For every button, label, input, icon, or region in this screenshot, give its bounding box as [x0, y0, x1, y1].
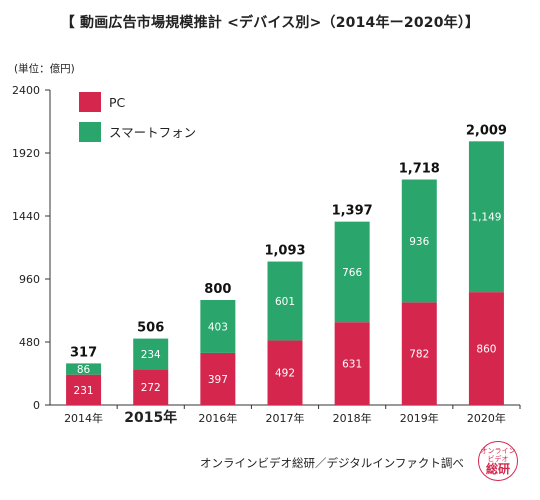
bar-value-label: 403: [208, 321, 228, 333]
source-note: オンラインビデオ総研／デジタルインファクト調べ: [200, 456, 464, 470]
bar-segment: [267, 261, 303, 341]
x-tick-label: 2020年: [467, 411, 506, 425]
brand-stamp-logo: オンライン ビデオ 総研: [478, 441, 518, 481]
bar-segment: [334, 322, 370, 405]
y-tick-label: 1920: [12, 147, 40, 160]
legend-label: PC: [109, 95, 126, 110]
bar-total-label: 506: [137, 321, 164, 336]
bar-total-label: 1,397: [332, 204, 373, 219]
x-tick-label: 2015年: [124, 409, 177, 426]
bar-total-label: 1,718: [399, 162, 440, 177]
bar-segment: [66, 374, 102, 405]
chart-title: 【 動画広告市場規模推計 <デバイス別>（2014年ー2020年）】: [60, 15, 480, 31]
bar-value-label: 782: [409, 349, 429, 361]
y-tick-label: 960: [19, 273, 40, 286]
y-tick-label: 2400: [12, 84, 40, 97]
bar-segment: [200, 300, 236, 353]
bar-value-label: 234: [141, 349, 161, 361]
bar-value-label: 231: [74, 385, 94, 397]
legend-swatch: [79, 92, 101, 112]
bar-value-label: 601: [275, 296, 295, 308]
bar-value-label: 631: [342, 359, 362, 371]
bar-total-label: 1,093: [264, 244, 305, 259]
x-tick-label: 2018年: [333, 411, 372, 425]
stamp-line-3: 総研: [485, 462, 510, 476]
bar-segment: [468, 292, 504, 405]
x-tick-label: 2017年: [266, 411, 305, 425]
bar-segment: [200, 352, 236, 405]
bar-segment: [267, 340, 303, 405]
bar-segment: [133, 369, 169, 405]
bar-value-label: 936: [409, 236, 429, 248]
unit-label: (単位：億円): [14, 62, 75, 75]
legend-swatch: [79, 122, 101, 142]
bar-segment: [468, 141, 504, 293]
bar-segment: [66, 363, 102, 375]
y-tick-label: 0: [33, 399, 40, 412]
bar-value-label: 492: [275, 368, 295, 380]
bar-value-label: 86: [77, 364, 91, 376]
stamp-line-2: ビデオ: [487, 455, 509, 463]
bar-total-label: 800: [204, 282, 231, 297]
stamp-line-1: オンライン: [480, 447, 516, 455]
bar-segment: [401, 302, 437, 405]
bar-value-label: 860: [476, 344, 496, 356]
bar-total-label: 317: [70, 345, 97, 360]
y-tick-label: 480: [19, 336, 40, 349]
bar-segment: [133, 338, 169, 370]
x-tick-label: 2019年: [400, 411, 439, 425]
x-tick-label: 2016年: [198, 411, 237, 425]
x-tick-label: 2014年: [64, 411, 103, 425]
bar-value-label: 272: [141, 382, 161, 394]
bar-total-label: 2,009: [466, 123, 507, 138]
bar-value-label: 1,149: [471, 212, 501, 224]
bar-segment: [334, 221, 370, 323]
bar-segment: [401, 179, 437, 303]
legend-label: スマートフォン: [109, 125, 196, 140]
bar-value-label: 766: [342, 267, 362, 279]
y-tick-label: 1440: [12, 210, 40, 223]
bar-value-label: 397: [208, 374, 228, 386]
